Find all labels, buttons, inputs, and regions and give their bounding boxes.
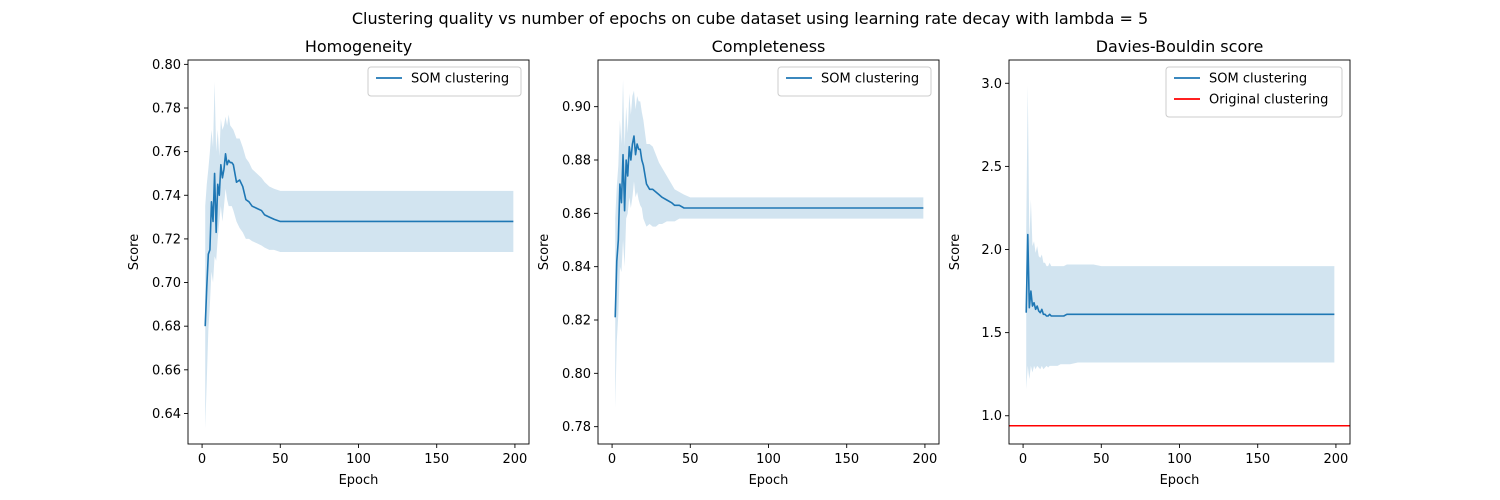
x-tick-label: 50: [682, 452, 699, 467]
legend: SOM clustering: [367, 66, 522, 97]
x-tick-label: 50: [1093, 452, 1110, 467]
legend-label: SOM clustering: [1209, 72, 1307, 87]
y-tick-label: 0.76: [152, 145, 181, 160]
y-tick-label: 0.68: [152, 320, 181, 335]
y-tick-label: 2.0: [981, 243, 1002, 258]
series-line: [204, 153, 514, 327]
x-tick-label: 100: [756, 452, 781, 467]
x-tick-label: 0: [1019, 452, 1027, 467]
y-tick-label: 0.90: [562, 100, 591, 115]
x-axis-label: Epoch: [749, 473, 789, 488]
y-tick-label: 0.72: [152, 232, 181, 247]
y-tick-label: 0.64: [152, 407, 181, 422]
legend-label: Original clustering: [1209, 93, 1328, 108]
y-axis-label: Score: [127, 234, 142, 270]
y-tick-label: 0.78: [152, 102, 181, 117]
y-tick-label: 1.0: [981, 409, 1002, 424]
panel-title: Completeness: [712, 37, 826, 56]
x-tick-label: 100: [1167, 452, 1192, 467]
plot-area: [614, 80, 924, 408]
y-tick-label: 0.80: [152, 58, 181, 73]
legend-box: [777, 66, 932, 97]
series-line: [1025, 233, 1335, 317]
legend-label: SOM clustering: [411, 72, 509, 87]
figure-suptitle: Clustering quality vs number of epochs o…: [352, 9, 1148, 28]
y-tick-label: 3.0: [981, 77, 1002, 92]
axes-frame: [1008, 59, 1351, 445]
panel-title: Homogeneity: [305, 37, 412, 56]
panel-2: 0 50 100 150 200 0.78 0.80 0.82 0.84 0.86 0.88 0.90…: [537, 37, 940, 488]
legend-box: [1165, 66, 1343, 118]
panel-3: 0 50 100 150 200 1.0 1.5 2.0 2.5 3.0 Davies-Bouldi…: [948, 37, 1351, 488]
confidence-band: [615, 80, 924, 408]
confidence-band: [205, 81, 514, 429]
confidence-band: [1026, 84, 1335, 390]
y-tick-label: 0.80: [562, 367, 591, 382]
y-tick-label: 0.86: [562, 207, 591, 222]
x-tick-label: 200: [913, 452, 938, 467]
y-tick-label: 0.84: [562, 260, 591, 275]
x-tick-label: 150: [424, 452, 449, 467]
y-tick-label: 0.70: [152, 276, 181, 291]
y-tick-label: 0.82: [562, 314, 591, 329]
legend-box: [367, 66, 522, 97]
x-tick-label: 200: [503, 452, 528, 467]
plot-area: [1009, 84, 1350, 427]
y-tick-label: 0.74: [152, 189, 181, 204]
x-tick-label: 0: [608, 452, 616, 467]
legend-label: SOM clustering: [821, 72, 919, 87]
y-tick-label: 2.5: [981, 160, 1002, 175]
x-tick-label: 150: [834, 452, 859, 467]
axes-frame: [597, 59, 940, 445]
y-tick-label: 0.78: [562, 420, 591, 435]
x-axis-label: Epoch: [1160, 473, 1200, 488]
y-tick-label: 0.88: [562, 154, 591, 169]
y-tick-label: 1.5: [981, 326, 1002, 341]
y-tick-label: 0.66: [152, 363, 181, 378]
x-tick-label: 150: [1245, 452, 1270, 467]
plot-area: [204, 81, 514, 429]
x-tick-label: 50: [272, 452, 289, 467]
x-tick-label: 200: [1324, 452, 1349, 467]
panels: 0 50 100 150 200 0.64 0.66 0.68 0.70 0.72 0.74 0.76…: [127, 37, 1351, 488]
y-axis-label: Score: [537, 234, 552, 270]
x-tick-label: 0: [198, 452, 206, 467]
series-line: [614, 135, 924, 318]
x-tick-label: 100: [346, 452, 371, 467]
panel-1: 0 50 100 150 200 0.64 0.66 0.68 0.70 0.72 0.74 0.76…: [127, 37, 530, 488]
y-axis-label: Score: [948, 234, 963, 270]
panel-title: Davies-Bouldin score: [1096, 37, 1264, 56]
legend: SOM clustering: [777, 66, 932, 97]
legend: SOM clustering Original clustering: [1165, 66, 1343, 118]
x-axis-label: Epoch: [339, 473, 379, 488]
